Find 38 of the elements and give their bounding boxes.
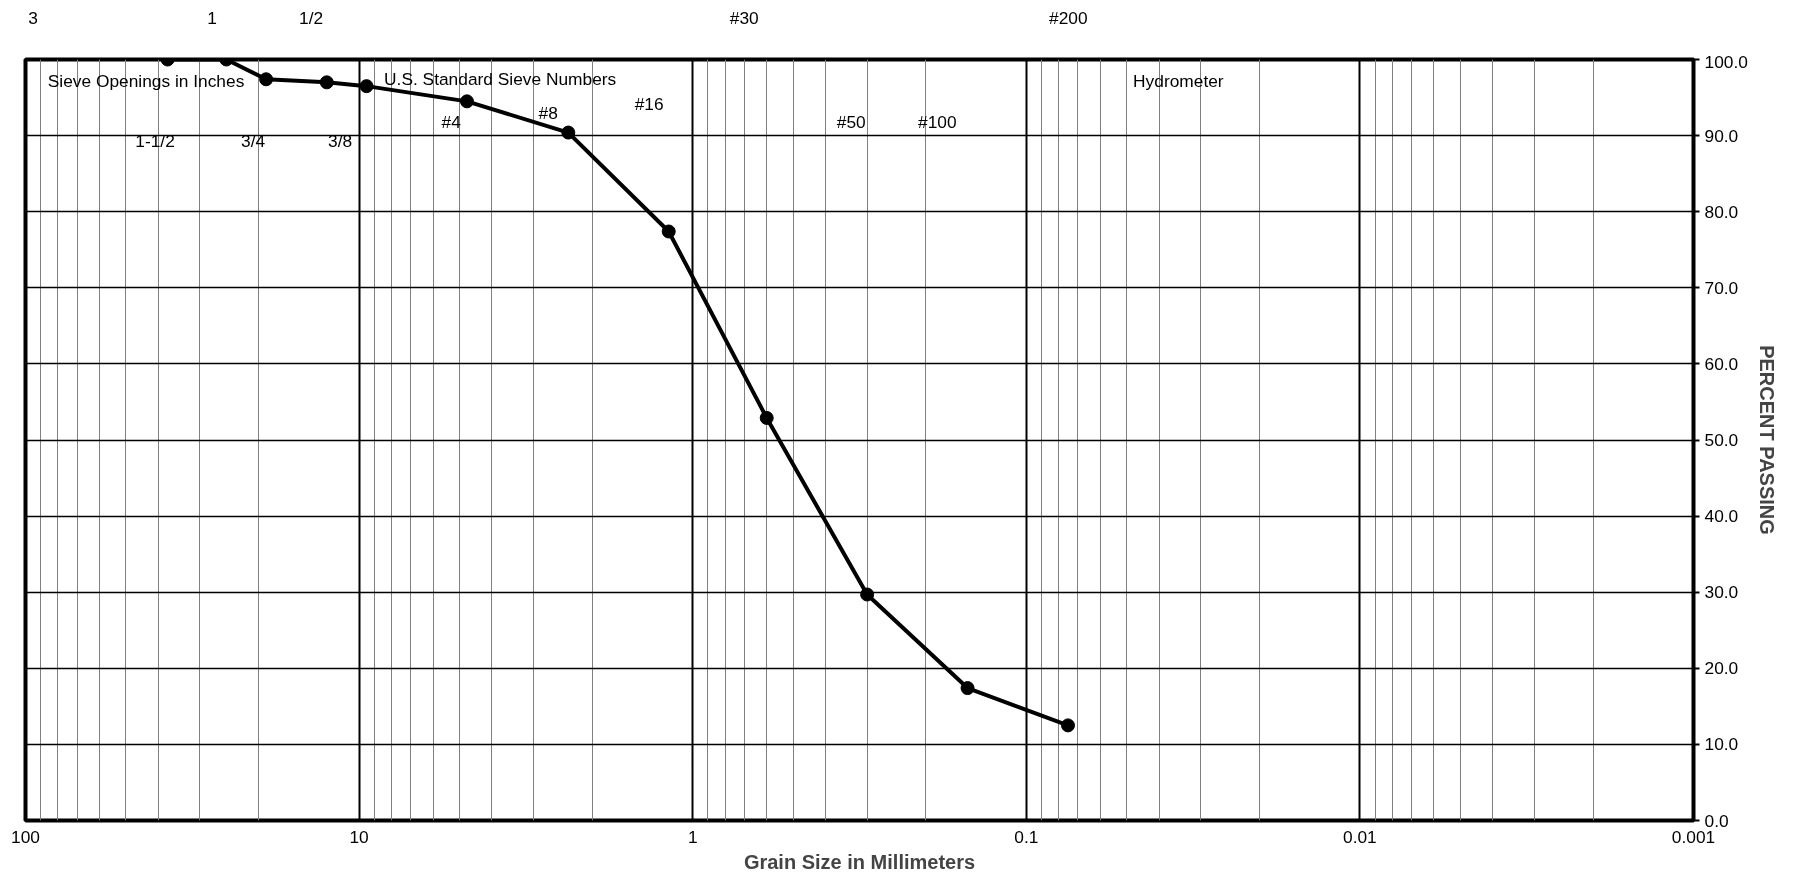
y-tick-label: 50.0 <box>1704 430 1739 450</box>
y-axis-title: PERCENT PASSING <box>1755 345 1778 535</box>
point <box>459 94 474 109</box>
point <box>860 587 875 602</box>
text: #200 <box>1049 7 1088 28</box>
annotation: #16 <box>634 93 664 114</box>
y-tick-label: 100.0 <box>1704 51 1748 72</box>
text: #30 <box>729 7 759 28</box>
annotation: U.S. Standard Sieve Numbers <box>384 68 617 89</box>
text: 3 <box>28 7 38 28</box>
y-tick-label: 30.0 <box>1704 582 1739 603</box>
annotation: #50 <box>836 111 866 132</box>
x-tick-label: 0.01 <box>1343 826 1377 847</box>
y-tick-label: 70.0 <box>1704 277 1739 298</box>
text: 1 <box>207 7 217 28</box>
x-tick-label: 1 <box>687 826 698 847</box>
y-tick-label: 20.0 <box>1704 658 1739 679</box>
annotation: Sieve Openings in Inches <box>47 70 245 91</box>
annotation: Hydrometer <box>1133 70 1224 91</box>
point <box>561 125 576 140</box>
y-tick-label: 10.0 <box>1704 734 1739 755</box>
text: 1/2 <box>299 7 324 28</box>
y-tick-label: 90.0 <box>1704 125 1739 146</box>
y-tick-label: 60.0 <box>1704 353 1739 374</box>
point <box>960 681 975 696</box>
x-axis-title: Grain Size in Millimeters <box>743 850 976 873</box>
x-tick-label: 0.1 <box>1014 826 1039 847</box>
x-tick-label: 10 <box>349 826 369 847</box>
x-tick-label: 100 <box>11 826 40 847</box>
point <box>661 224 676 239</box>
annotation: #100 <box>918 111 957 132</box>
point <box>759 410 774 425</box>
y-tick-label: 40.0 <box>1704 506 1739 527</box>
annotation: #4 <box>441 111 462 132</box>
point <box>359 79 374 94</box>
annotation: #8 <box>538 102 558 123</box>
y-tick-label: 80.0 <box>1704 201 1739 222</box>
point <box>1060 718 1075 733</box>
